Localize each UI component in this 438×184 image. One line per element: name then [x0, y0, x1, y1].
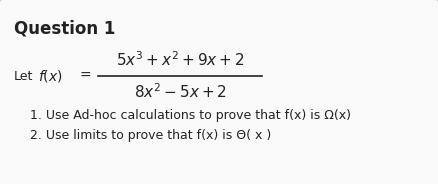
Text: $8x^2-5x+2$: $8x^2-5x+2$ [133, 83, 226, 101]
Text: Question 1: Question 1 [14, 19, 115, 37]
Text: $\it{f}$($x$): $\it{f}$($x$) [38, 68, 63, 84]
Text: 1. Use Ad-hoc calculations to prove that f(x) is Ω(x): 1. Use Ad-hoc calculations to prove that… [30, 109, 350, 123]
Text: $5x^3+x^2+9x+2$: $5x^3+x^2+9x+2$ [115, 51, 244, 69]
Text: 2. Use limits to prove that f(x) is Θ( x ): 2. Use limits to prove that f(x) is Θ( x… [30, 130, 271, 142]
Text: Let: Let [14, 70, 33, 82]
Text: =: = [80, 69, 92, 83]
